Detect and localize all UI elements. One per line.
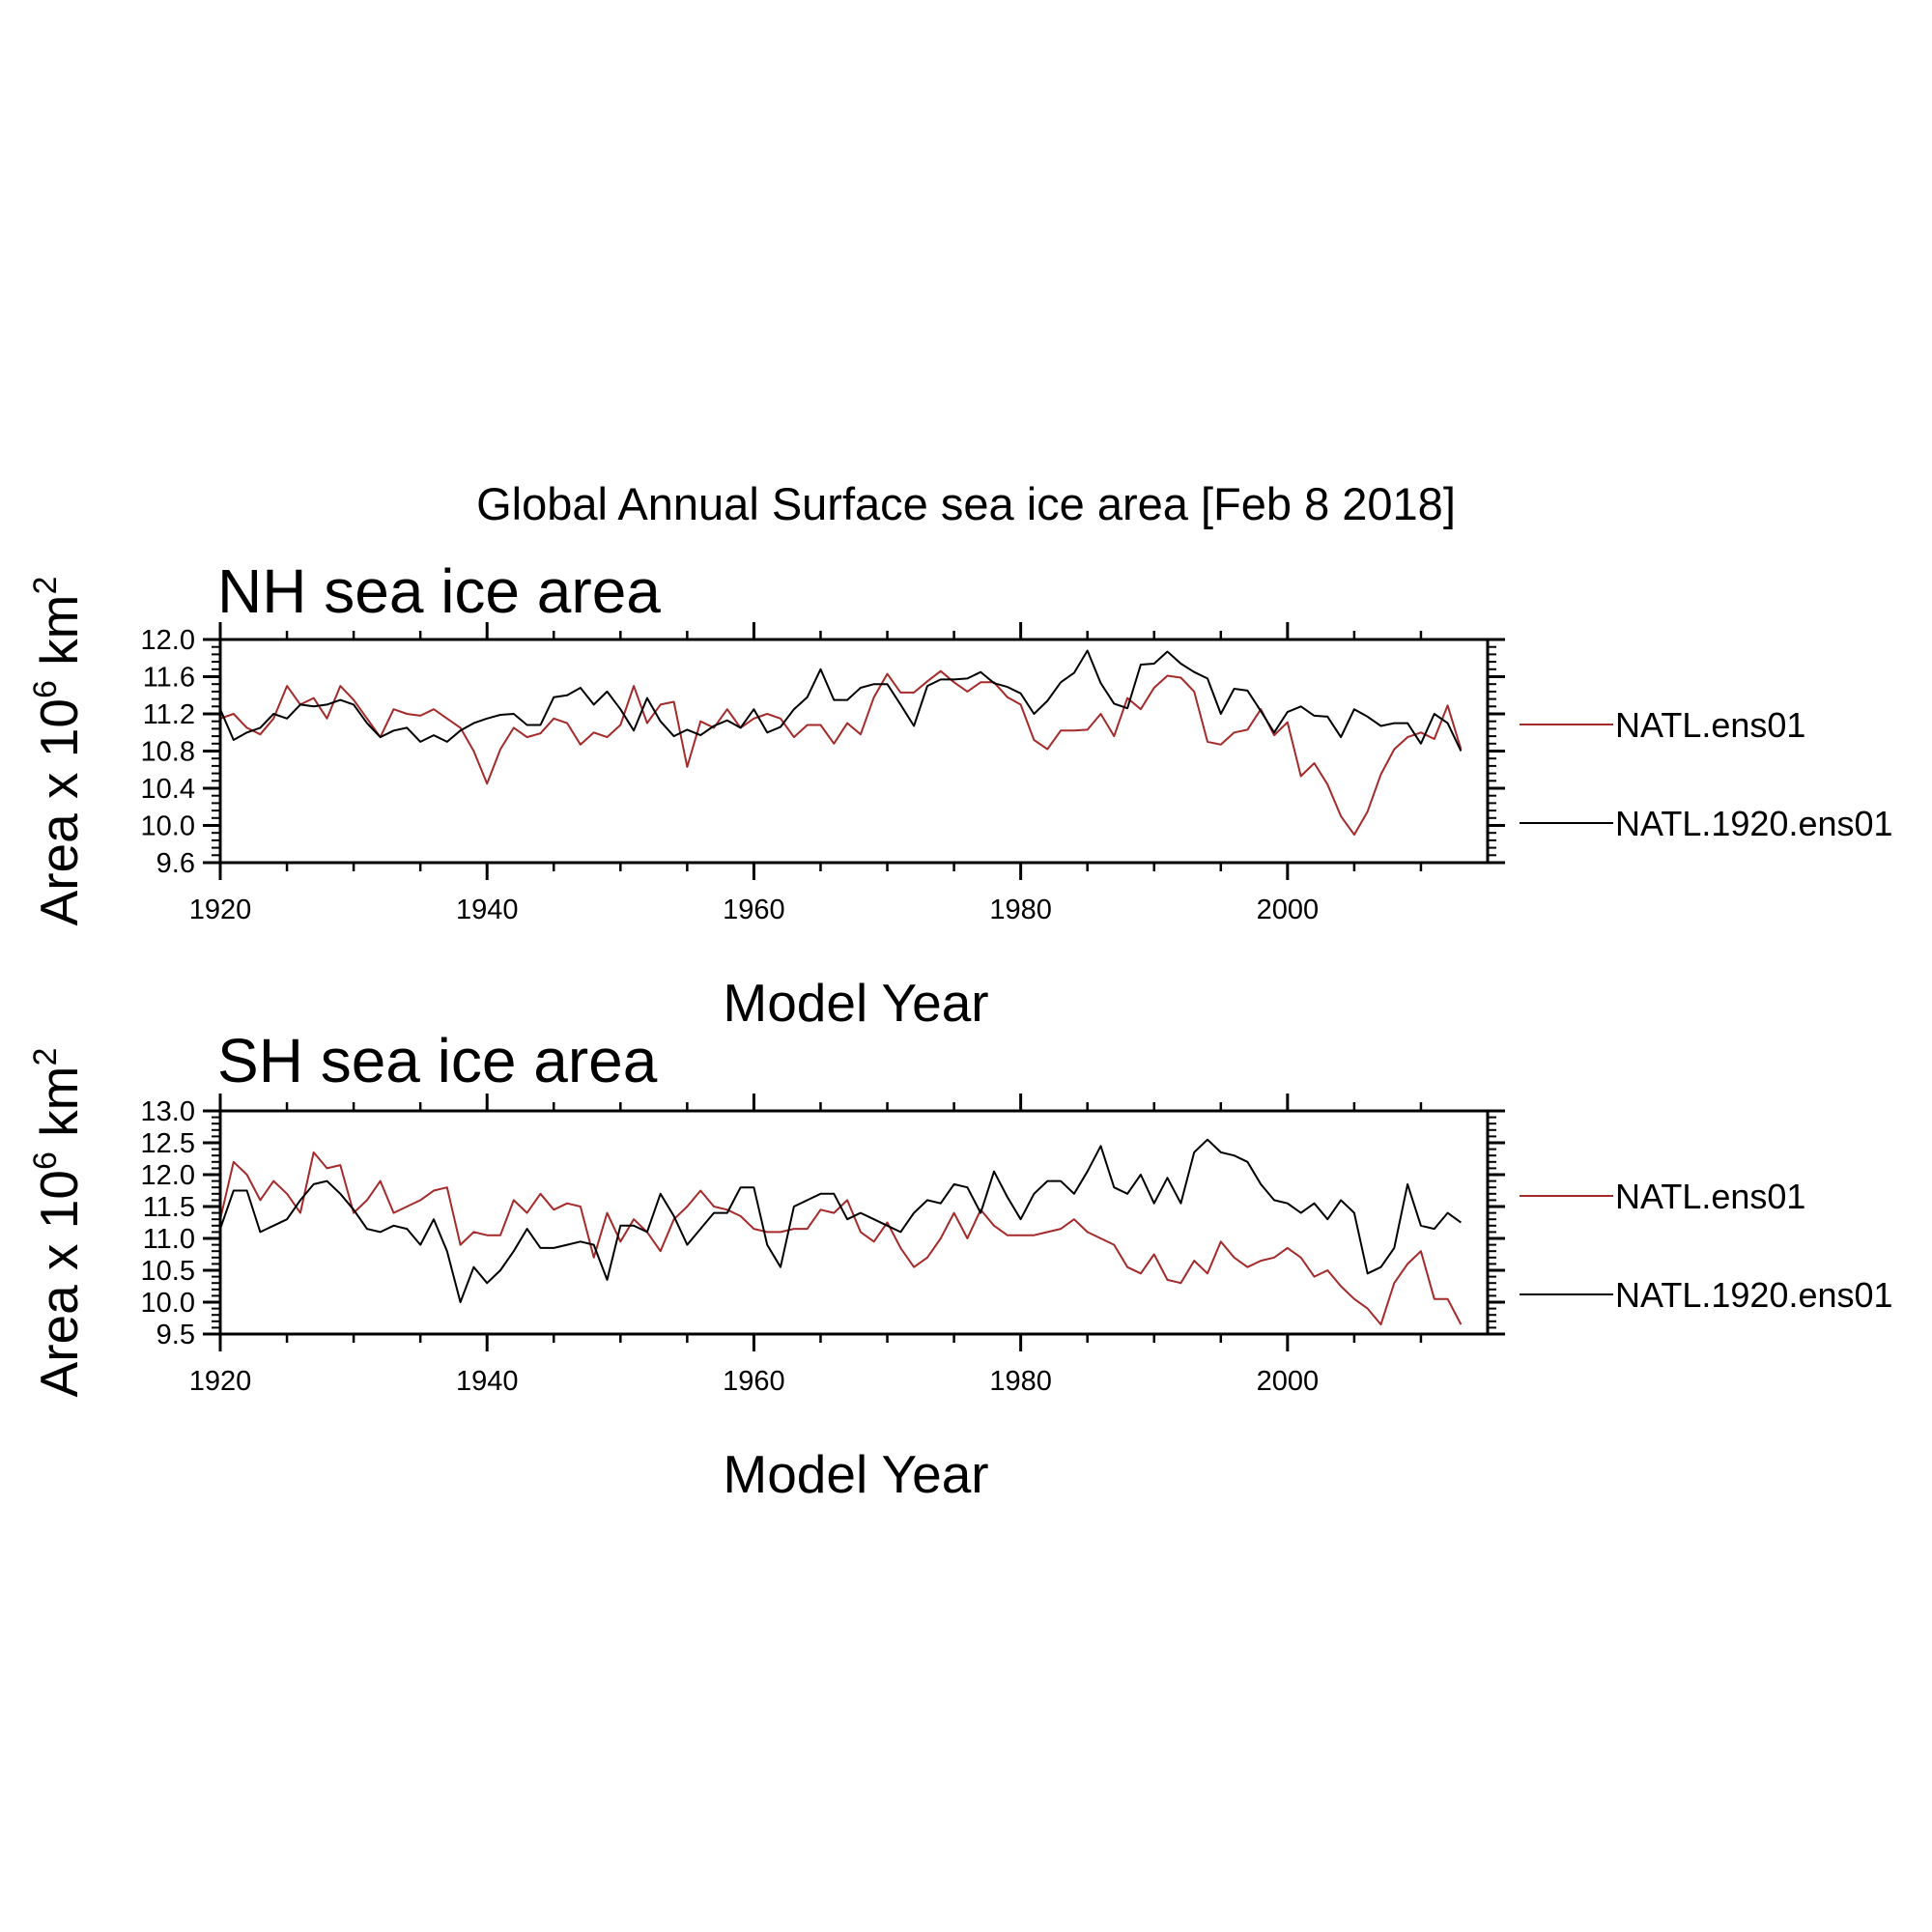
sh-y-tick-label: 10.0 xyxy=(141,1288,195,1319)
sh-legend-label-1: NATL.1920.ens01 xyxy=(1615,1275,1893,1315)
sh-series-line-1 xyxy=(219,1138,1462,1303)
sh-x-tick-label: 1960 xyxy=(723,1366,785,1397)
sh-y-tick-label: 9.5 xyxy=(156,1320,195,1350)
sh-legend-label-0: NATL.ens01 xyxy=(1615,1177,1805,1216)
nh-y-label-exponent: 6 xyxy=(27,680,64,698)
nh-y-axis-title: Area x 106 km2 xyxy=(27,577,89,926)
nh-y-label-unit-exponent: 2 xyxy=(27,577,64,595)
nh-y-tick-label: 11.2 xyxy=(143,699,195,730)
sh-series-lines xyxy=(219,1138,1463,1326)
sh-y-tick-label: 11.5 xyxy=(143,1192,195,1223)
sh-y-label-unit: km xyxy=(29,1065,89,1151)
sh-y-tick-label: 13.0 xyxy=(141,1096,195,1127)
nh-x-tick-label: 1980 xyxy=(989,895,1052,925)
sh-y-tick-label: 11.0 xyxy=(143,1224,195,1255)
sh-x-tick-label: 1940 xyxy=(456,1366,519,1397)
nh-y-tick-label: 12.0 xyxy=(141,625,195,656)
nh-y-tick-label: 9.6 xyxy=(156,848,195,879)
sh-y-label-exponent: 6 xyxy=(27,1151,64,1170)
nh-legend-label-1: NATL.1920.ens01 xyxy=(1615,804,1893,843)
nh-y-label-base: Area x 10 xyxy=(29,698,89,925)
nh-plot-frame xyxy=(218,638,1490,865)
nh-x-tick-label: 1920 xyxy=(189,895,252,925)
nh-series-line-0 xyxy=(219,669,1463,837)
figure-title: Global Annual Surface sea ice area [Feb … xyxy=(476,478,1456,529)
nh-legend-label-0: NATL.ens01 xyxy=(1615,705,1805,745)
sh-y-axis-label: Area x 106 km2 xyxy=(27,1048,89,1398)
sh-y-tick-label: 12.5 xyxy=(141,1128,195,1159)
sh-x-tick-label: 2000 xyxy=(1257,1366,1320,1397)
sh-y-tick-label: 12.0 xyxy=(141,1160,195,1191)
nh-panel: NH sea ice area Area x 106 km2 Model Yea… xyxy=(27,556,1893,1033)
nh-y-tick-label: 11.6 xyxy=(143,663,195,694)
nh-y-tick-label: 10.0 xyxy=(141,811,195,842)
sh-plot-frame xyxy=(218,1109,1490,1336)
nh-legend: NATL.ens01 NATL.1920.ens01 xyxy=(1520,705,1893,843)
nh-ticks: 1920 1940 1960 1980 2000 9.6 10.0 10.4 10.8 11.2 1… xyxy=(141,622,1505,925)
sh-y-label-unit-exponent: 2 xyxy=(27,1048,64,1066)
sh-x-axis-label: Model Year xyxy=(723,1444,988,1504)
sh-y-tick-label: 10.5 xyxy=(141,1256,195,1287)
sh-ticks: 1920 1940 1960 1980 20009.510.010.511.011.51… xyxy=(141,1094,1505,1397)
nh-x-tick-label: 2000 xyxy=(1257,895,1320,925)
nh-y-label-unit: km xyxy=(29,594,89,680)
sh-panel: SH sea ice area Area x 106 km2 Model Yea… xyxy=(27,1026,1893,1504)
nh-series-lines xyxy=(219,649,1463,837)
sh-y-label-base: Area x 10 xyxy=(29,1170,89,1397)
sh-y-axis-title: Area x 106 km2 xyxy=(27,1048,89,1398)
nh-panel-title: NH sea ice area xyxy=(217,556,661,626)
sh-panel-title: SH sea ice area xyxy=(217,1026,658,1095)
nh-x-tick-label: 1940 xyxy=(456,895,519,925)
sh-x-tick-label: 1980 xyxy=(989,1366,1052,1397)
nh-x-axis-label: Model Year xyxy=(723,973,988,1033)
nh-y-tick-label: 10.8 xyxy=(141,737,195,768)
sh-legend: NATL.ens01 NATL.1920.ens01 xyxy=(1520,1177,1893,1315)
nh-x-tick-label: 1960 xyxy=(723,895,785,925)
sh-x-tick-label: 1920 xyxy=(189,1366,252,1397)
nh-series-line-1 xyxy=(219,649,1463,752)
nh-y-tick-label: 10.4 xyxy=(141,774,195,805)
nh-y-axis-label: Area x 106 km2 xyxy=(27,577,89,926)
